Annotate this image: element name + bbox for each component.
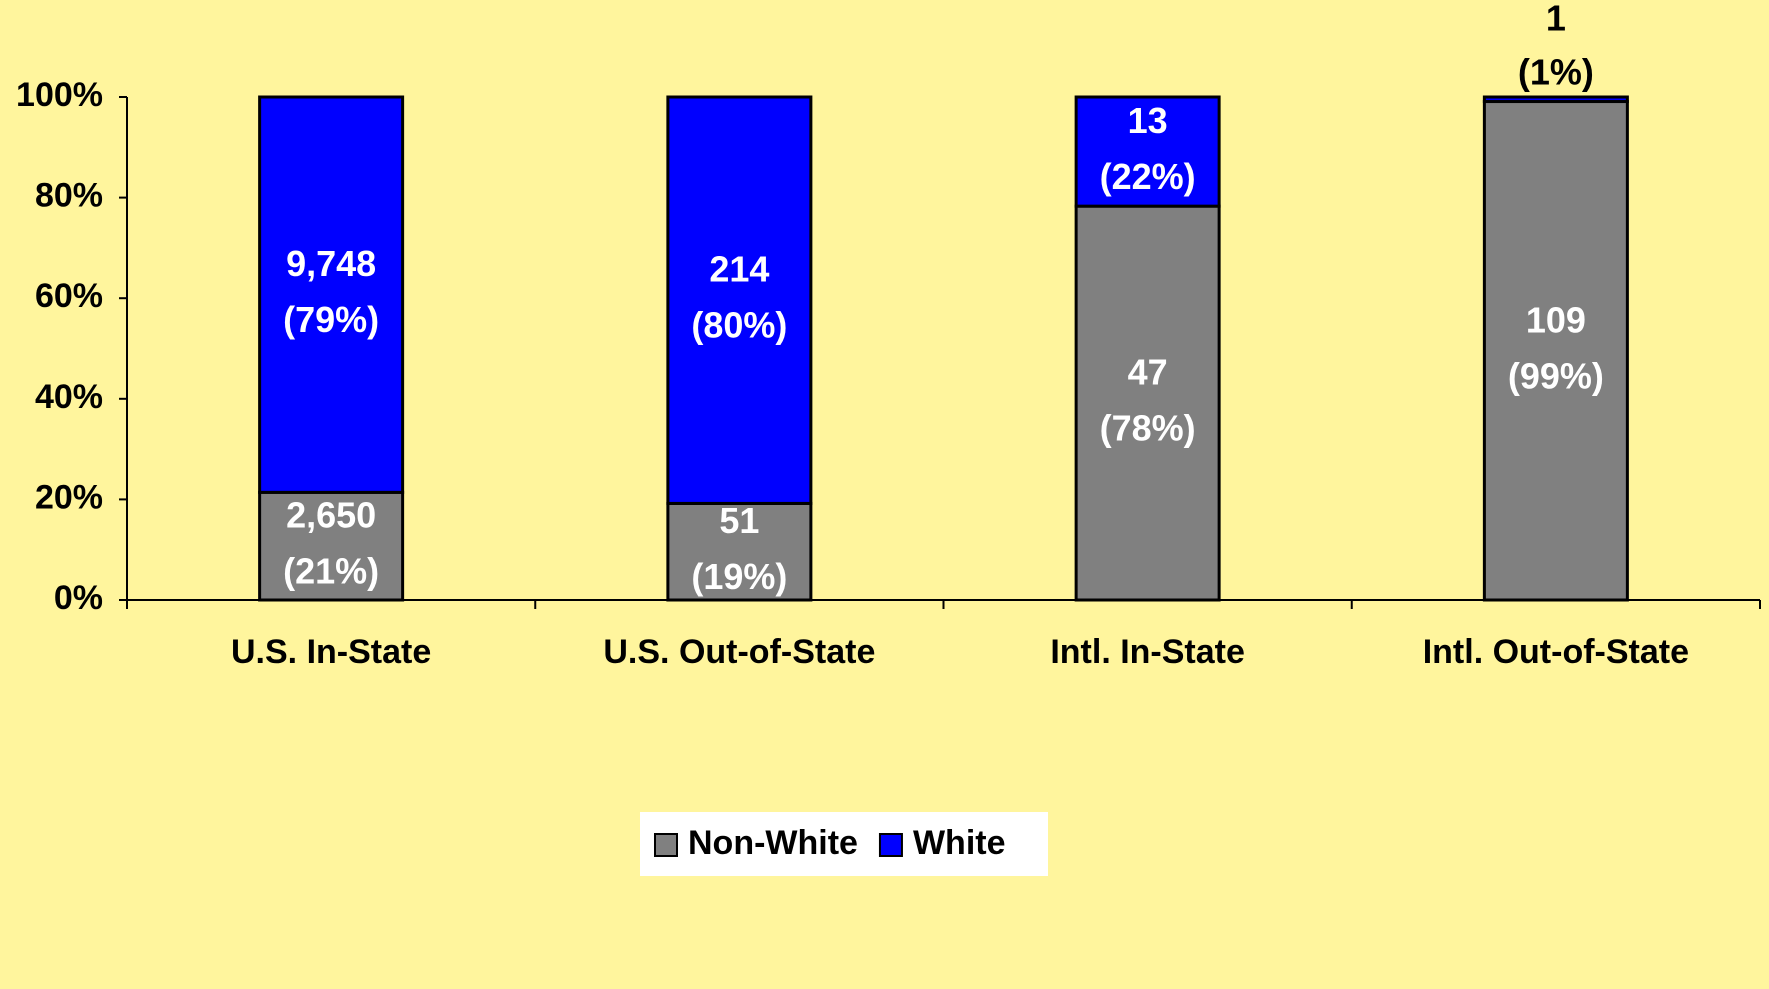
data-label-count: 2,650	[286, 495, 376, 536]
data-label-count: 47	[1128, 352, 1168, 393]
data-label-percent: (78%)	[1100, 408, 1196, 449]
y-tick-label: 40%	[35, 378, 103, 416]
legend-box	[640, 812, 1048, 876]
data-label-count: 109	[1526, 299, 1586, 340]
data-label-percent: (79%)	[283, 299, 379, 340]
data-label-count: 214	[709, 249, 769, 290]
bar-segment	[258, 490, 405, 602]
data-label-percent: (22%)	[1100, 156, 1196, 197]
y-tick-label: 80%	[35, 177, 103, 215]
legend-label: White	[913, 824, 1006, 862]
data-label-percent: (21%)	[283, 551, 379, 592]
bar-segment	[666, 501, 813, 602]
bar-segment	[258, 95, 405, 494]
y-tick-label: 20%	[35, 478, 103, 516]
legend-label: Non-White	[688, 824, 858, 862]
data-label-count: 51	[719, 500, 759, 541]
bar-segment	[1074, 204, 1221, 602]
bar-segment	[1482, 100, 1629, 602]
legend-swatch	[654, 833, 678, 857]
data-label-count: 1	[1546, 0, 1566, 39]
x-tick-label: U.S. Out-of-State	[603, 633, 875, 671]
bar-segment	[666, 95, 813, 505]
bar-segment	[1482, 95, 1629, 104]
data-label-percent: (1%)	[1518, 52, 1594, 93]
x-tick-label: Intl. In-State	[1050, 633, 1245, 671]
data-label-percent: (80%)	[691, 305, 787, 346]
y-tick-label: 60%	[35, 277, 103, 315]
legend-swatch	[878, 833, 903, 857]
x-tick-label: U.S. In-State	[231, 633, 431, 671]
data-label-count: 13	[1128, 100, 1168, 141]
y-tick-label: 0%	[54, 579, 103, 617]
data-label-percent: (19%)	[691, 556, 787, 597]
x-tick-label: Intl. Out-of-State	[1423, 633, 1689, 671]
data-label-count: 9,748	[286, 243, 376, 284]
data-label-percent: (99%)	[1508, 355, 1604, 396]
y-tick-label: 100%	[16, 76, 103, 114]
bar-segment	[1074, 95, 1221, 208]
